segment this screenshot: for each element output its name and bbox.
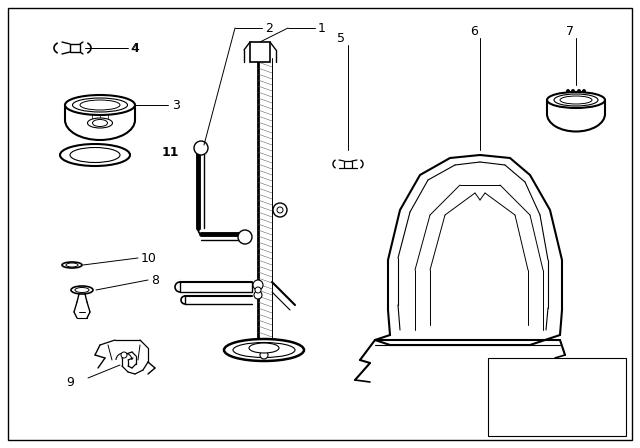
Bar (250, 42, 270, 62)
Circle shape (582, 90, 586, 92)
Ellipse shape (554, 94, 598, 106)
Bar (70, 44, 80, 52)
Ellipse shape (249, 343, 279, 353)
Ellipse shape (75, 288, 89, 293)
Circle shape (121, 352, 127, 358)
Bar (488, 358, 626, 436)
Circle shape (260, 351, 268, 359)
Ellipse shape (547, 92, 605, 108)
Text: 11: 11 (162, 146, 179, 159)
Circle shape (273, 203, 287, 217)
Circle shape (254, 291, 262, 299)
Ellipse shape (72, 98, 127, 112)
Ellipse shape (62, 262, 82, 268)
Polygon shape (375, 155, 562, 345)
Bar (344, 161, 352, 168)
Circle shape (255, 287, 261, 293)
Text: 4: 4 (131, 42, 139, 55)
Text: 2: 2 (265, 22, 273, 34)
Circle shape (517, 414, 531, 428)
Circle shape (257, 49, 262, 55)
Ellipse shape (60, 144, 130, 166)
Circle shape (521, 418, 527, 424)
Circle shape (566, 90, 570, 92)
Text: 1: 1 (318, 22, 326, 34)
Circle shape (561, 414, 575, 428)
Text: 10: 10 (141, 251, 157, 264)
Circle shape (238, 230, 252, 244)
Circle shape (277, 207, 283, 213)
Circle shape (572, 90, 575, 92)
Circle shape (254, 46, 266, 58)
Circle shape (72, 46, 77, 51)
Ellipse shape (88, 118, 113, 128)
Text: 00062781: 00062781 (524, 427, 563, 436)
Text: 3: 3 (172, 99, 180, 112)
Text: 4: 4 (130, 42, 138, 55)
Text: 7: 7 (566, 25, 574, 38)
Ellipse shape (224, 339, 304, 361)
Text: 6: 6 (470, 25, 478, 38)
Ellipse shape (70, 147, 120, 163)
Text: 8: 8 (151, 273, 159, 287)
Text: 5: 5 (337, 31, 345, 44)
Circle shape (70, 263, 74, 267)
Ellipse shape (80, 100, 120, 110)
Ellipse shape (71, 286, 93, 294)
Circle shape (194, 141, 208, 155)
Ellipse shape (560, 96, 592, 104)
Ellipse shape (233, 343, 295, 358)
Ellipse shape (93, 120, 108, 126)
Text: 9: 9 (66, 375, 74, 388)
Circle shape (577, 90, 580, 92)
Circle shape (346, 162, 350, 166)
Circle shape (565, 418, 571, 424)
Ellipse shape (65, 95, 135, 115)
Circle shape (253, 280, 263, 290)
Ellipse shape (66, 263, 78, 267)
